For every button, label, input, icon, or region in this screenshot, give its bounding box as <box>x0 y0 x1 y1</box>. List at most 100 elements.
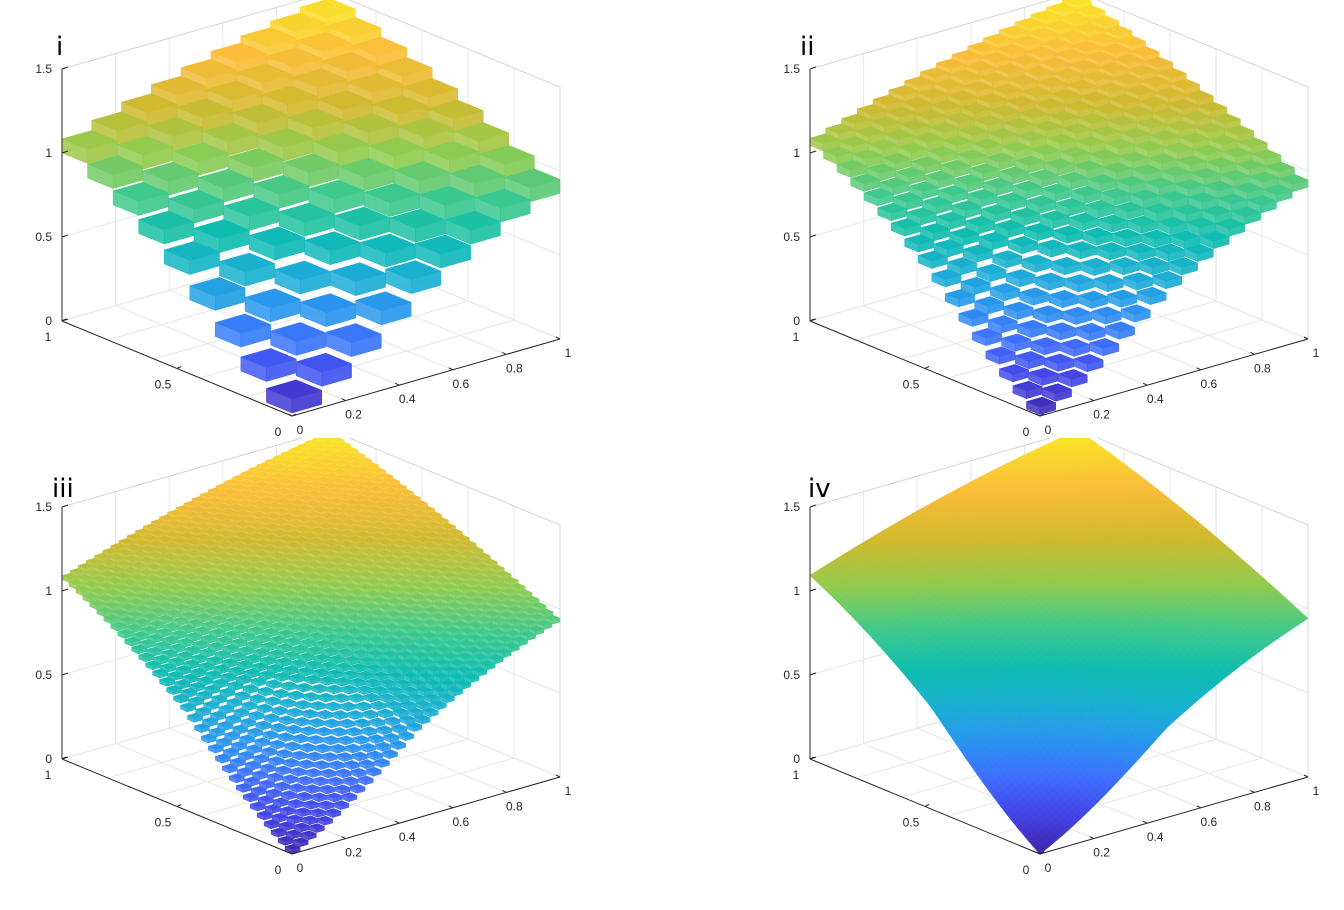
z-tick-label: 0.5 <box>35 668 52 682</box>
surface-riser <box>319 678 327 686</box>
surface-riser <box>327 671 336 679</box>
surface-riser <box>82 595 91 603</box>
surface-riser <box>349 679 358 688</box>
surface-riser <box>256 812 265 821</box>
surface-riser <box>441 668 449 676</box>
surface-riser <box>960 281 975 295</box>
surface-riser <box>246 746 254 754</box>
surface-riser <box>1039 214 1054 229</box>
surface-riser <box>302 711 310 719</box>
surface-riser <box>241 703 250 711</box>
surface-riser <box>1048 294 1063 309</box>
y-tick-label: 0 <box>275 425 282 439</box>
z-tick-label: 0.5 <box>783 230 800 244</box>
wall-edge <box>1096 438 1309 526</box>
surface-riser <box>354 720 362 729</box>
surface-riser <box>117 631 125 639</box>
wall-edge <box>348 0 561 88</box>
surface-riser <box>321 649 330 657</box>
surface-riser <box>850 178 865 192</box>
surface-riser <box>1215 222 1230 237</box>
surface-riser <box>396 667 404 675</box>
x-tick-label: 1 <box>565 346 572 360</box>
surface-riser <box>407 709 416 718</box>
surface-riser <box>277 734 286 742</box>
surface-riser <box>1093 278 1108 293</box>
x-tick-label: 0 <box>297 423 304 437</box>
surface-riser <box>276 751 285 759</box>
surface-riser <box>289 675 297 684</box>
surface-riser <box>283 760 292 768</box>
surface-riser <box>285 831 294 840</box>
wall-edge <box>61 0 304 70</box>
surface-riser <box>274 674 282 682</box>
surface-riser <box>306 648 315 656</box>
surface-riser <box>374 659 382 667</box>
surface-riser <box>1014 355 1029 370</box>
surface-riser <box>440 681 448 690</box>
surface-riser <box>316 729 324 737</box>
x-tick <box>394 382 400 386</box>
surface-riser <box>1055 202 1070 217</box>
surface-riser <box>240 356 267 382</box>
surface-riser <box>362 711 370 720</box>
surface-riser <box>239 736 247 745</box>
surface-riser <box>269 741 278 750</box>
surface-riser <box>387 673 396 682</box>
surface-riser <box>328 762 337 771</box>
surface-riser <box>274 269 301 295</box>
surface-riser <box>309 825 317 833</box>
surface-riser <box>287 709 295 718</box>
surface-riser <box>333 695 341 703</box>
surface-riser <box>323 737 331 746</box>
surface-riser <box>242 794 251 803</box>
surface-riser <box>309 720 317 728</box>
surface-riser <box>110 623 119 632</box>
y-tick <box>61 756 67 760</box>
surface <box>809 438 1309 855</box>
x-tick <box>1142 382 1148 386</box>
surface-plot-iv: 0 0.5 1 1.5 0 0.2 0.4 0.6 0.8 1 0 0.5 1 iv <box>748 438 1344 893</box>
surface-riser <box>403 674 411 682</box>
surface-riser <box>222 765 230 774</box>
surface-riser <box>302 817 310 826</box>
surface-riser <box>298 654 307 663</box>
x-tick <box>341 398 346 402</box>
surface-riser <box>233 710 242 718</box>
x-tick <box>502 351 507 355</box>
surface-riser <box>145 662 153 671</box>
surface-riser <box>219 689 228 698</box>
surface-riser <box>297 777 305 786</box>
surface-riser <box>270 330 297 356</box>
surface-riser <box>294 824 302 833</box>
surface-riser <box>398 733 406 741</box>
z-tick <box>809 150 817 154</box>
surface-riser <box>999 368 1014 383</box>
z-tick-label: 1 <box>45 584 52 598</box>
surface-riser <box>227 683 236 691</box>
surface-riser <box>384 718 393 727</box>
surface-riser <box>1120 308 1135 323</box>
surface-riser <box>270 725 279 733</box>
surface <box>61 438 561 854</box>
surface-riser <box>411 667 419 676</box>
surface-riser <box>931 273 946 288</box>
x-tick-label: 0.4 <box>399 830 416 844</box>
x-tick-label: 0.2 <box>345 408 362 422</box>
surface-riser <box>365 666 374 674</box>
surface-riser <box>254 739 263 748</box>
x-tick-label: 0.2 <box>345 846 362 860</box>
surface-riser <box>341 794 350 802</box>
surface-riser <box>328 657 337 665</box>
y-tick-label: 1 <box>793 330 800 344</box>
surface-riser <box>1156 221 1171 235</box>
z-tick-label: 1.5 <box>35 500 52 514</box>
surface-riser <box>325 810 333 818</box>
surface-riser <box>96 609 105 617</box>
surface-riser <box>336 754 345 762</box>
surface-riser <box>393 695 402 703</box>
surface-riser <box>1023 227 1038 242</box>
surface-riser <box>1082 231 1097 246</box>
